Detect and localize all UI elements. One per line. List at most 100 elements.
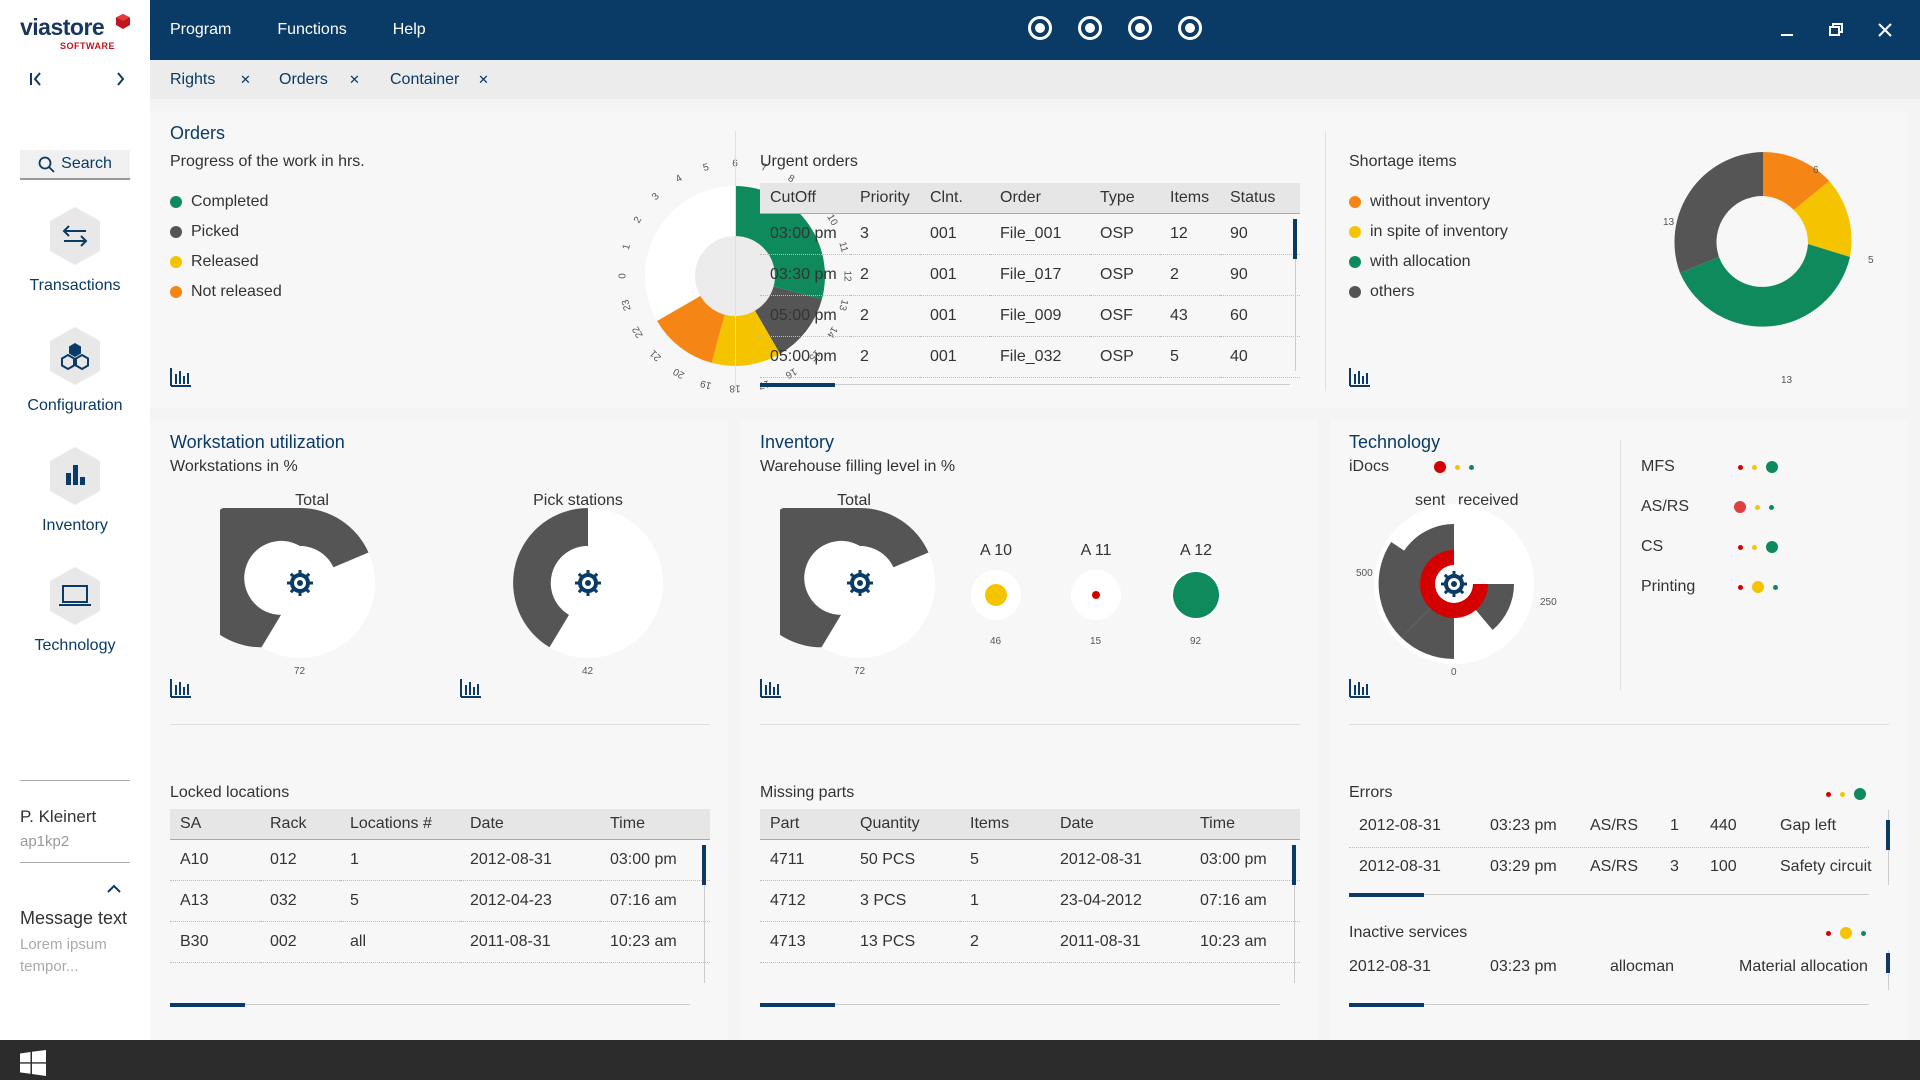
chart-icon[interactable] — [1349, 367, 1371, 387]
column-header[interactable]: Status — [1220, 183, 1300, 214]
table-row[interactable]: 05:00 pm 2 001 File_009 OSF 43 60 — [760, 295, 1300, 337]
column-header[interactable]: Priority — [850, 183, 920, 214]
scrollbar-thumb[interactable] — [702, 845, 706, 885]
idocs-polar-chart — [1374, 504, 1534, 664]
chart-icon[interactable] — [460, 678, 482, 698]
chart-icon[interactable] — [1349, 678, 1371, 698]
close-icon[interactable] — [1868, 14, 1902, 46]
minimize-icon[interactable] — [1770, 14, 1804, 46]
column-header[interactable]: Order — [990, 183, 1090, 214]
table-row[interactable]: A13 032 5 2012-04-23 07:16 am — [170, 880, 710, 922]
system-label: MFS — [1641, 458, 1675, 475]
column-header[interactable]: Quantity — [850, 809, 960, 840]
column-header[interactable]: Clnt. — [920, 183, 990, 214]
table-row[interactable]: 4711 50 PCS 5 2012-08-31 03:00 pm — [760, 839, 1300, 881]
column-header[interactable]: SA — [170, 809, 260, 840]
gauge-label: Total — [837, 492, 871, 509]
orders-title: Orders — [170, 123, 226, 143]
chevron-up-icon[interactable] — [106, 881, 122, 899]
table-row[interactable]: 03:00 pm 3 001 File_001 OSP 12 90 — [760, 213, 1300, 255]
scrollbar-thumb[interactable] — [1886, 820, 1890, 850]
cell: 90 — [1220, 213, 1300, 255]
scrollbar-track[interactable] — [1349, 894, 1869, 895]
column-header[interactable]: Time — [1190, 809, 1300, 840]
status-indicator-1[interactable] — [1028, 16, 1052, 40]
clock-tick-label: 18 — [729, 382, 741, 393]
scrollbar-track[interactable] — [1295, 219, 1296, 371]
locked-locations-title: Locked locations — [170, 784, 290, 801]
tab-close-icon[interactable]: ✕ — [478, 71, 489, 87]
tab-close-icon[interactable]: ✕ — [240, 71, 251, 87]
table-row[interactable]: 4712 3 PCS 1 23-04-2012 07:16 am — [760, 880, 1300, 922]
chart-icon[interactable] — [170, 367, 192, 387]
table-row[interactable]: 05:00 pm 2 001 File_032 OSP 5 40 — [760, 336, 1300, 378]
cell: 4711 — [760, 839, 850, 881]
search-button[interactable]: Search — [20, 150, 130, 180]
scrollbar-track[interactable] — [1294, 845, 1295, 983]
column-header[interactable]: Date — [460, 809, 600, 840]
cell: 3 — [1670, 858, 1679, 875]
tab-close-icon[interactable]: ✕ — [349, 71, 360, 87]
column-header[interactable]: Date — [1050, 809, 1190, 840]
scrollbar-thumb[interactable] — [1886, 953, 1890, 973]
chart-icon[interactable] — [170, 678, 192, 698]
user-name: P. Kleinert — [20, 807, 97, 826]
scrollbar-thumb[interactable] — [760, 383, 835, 387]
cell: 90 — [1220, 254, 1300, 296]
chart-icon[interactable] — [760, 678, 782, 698]
cell: 23-04-2012 — [1050, 880, 1190, 922]
column-header[interactable]: Part — [760, 809, 850, 840]
expand-sidebar-icon[interactable] — [108, 64, 134, 94]
legend-label: Released — [191, 253, 259, 270]
scrollbar-thumb[interactable] — [170, 1003, 245, 1007]
scrollbar-track[interactable] — [704, 845, 705, 983]
tab-container[interactable]: Container ✕ — [390, 60, 490, 99]
scrollbar-thumb[interactable] — [1349, 1003, 1424, 1007]
table-row[interactable]: 4713 13 PCS 2 2011-08-31 10:23 am — [760, 921, 1300, 963]
sidebar-item-transactions[interactable]: Transactions — [0, 205, 150, 309]
table-row[interactable]: 03:30 pm 2 001 File_017 OSP 2 90 — [760, 254, 1300, 296]
menu-program[interactable]: Program — [170, 21, 232, 38]
scrollbar-track[interactable] — [760, 1004, 1280, 1005]
status-indicator-3[interactable] — [1128, 16, 1152, 40]
search-label: Search — [61, 155, 112, 172]
scrollbar-thumb[interactable] — [1349, 893, 1424, 897]
sidebar-item-technology[interactable]: Technology — [0, 565, 150, 669]
menu-help[interactable]: Help — [392, 21, 426, 38]
divider — [1325, 131, 1326, 391]
legend-label: Not released — [191, 283, 282, 300]
scrollbar-track[interactable] — [170, 1004, 690, 1005]
technology-panel: Technology iDocs sent received 500 250 — [1330, 420, 1908, 1040]
viastore-logo[interactable]: viastore SOFTWARE — [20, 14, 132, 54]
scrollbar-thumb[interactable] — [1292, 845, 1296, 885]
column-header[interactable]: Locations # — [340, 809, 460, 840]
column-header[interactable]: Items — [1160, 183, 1220, 214]
column-header[interactable]: Rack — [260, 809, 340, 840]
scrollbar-track[interactable] — [760, 384, 1290, 385]
tab-rights[interactable]: Rights ✕ — [170, 60, 256, 99]
status-light-red — [1738, 544, 1743, 550]
restore-icon[interactable] — [1819, 14, 1853, 46]
missing-parts-table: Part Quantity Items Date Time 4711 50 PCS… — [760, 809, 1300, 963]
column-header[interactable]: Type — [1090, 183, 1160, 214]
collapse-sidebar-icon[interactable] — [24, 64, 50, 94]
status-indicator-4[interactable] — [1178, 16, 1202, 40]
tab-orders[interactable]: Orders ✕ — [279, 60, 365, 99]
menu-functions[interactable]: Functions — [277, 21, 347, 38]
table-row[interactable]: A10 012 1 2012-08-31 03:00 pm — [170, 839, 710, 881]
sidebar-item-configuration[interactable]: Configuration — [0, 325, 150, 429]
scrollbar-thumb[interactable] — [760, 1003, 835, 1007]
cell: 05:00 pm — [760, 336, 850, 378]
scrollbar-thumb[interactable] — [1293, 219, 1297, 259]
status-indicator-2[interactable] — [1078, 16, 1102, 40]
windows-start-icon[interactable] — [20, 1050, 46, 1076]
cell: 2011-08-31 — [460, 921, 600, 963]
sidebar-item-inventory[interactable]: Inventory — [0, 445, 150, 549]
scrollbar-track[interactable] — [1349, 1004, 1869, 1005]
column-header[interactable]: Time — [600, 809, 710, 840]
clock-tick-label: 23 — [620, 298, 634, 312]
table-row[interactable]: B30 002 all 2011-08-31 10:23 am — [170, 921, 710, 963]
search-icon — [38, 156, 55, 173]
column-header[interactable]: Items — [960, 809, 1050, 840]
column-header[interactable]: CutOff — [760, 183, 850, 214]
